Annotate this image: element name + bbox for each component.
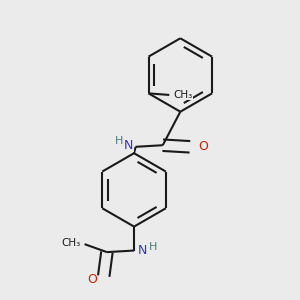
Text: N: N: [138, 244, 147, 257]
Text: O: O: [87, 273, 97, 286]
Text: O: O: [198, 140, 208, 153]
Text: H: H: [115, 136, 124, 146]
Text: CH₃: CH₃: [61, 238, 81, 248]
Text: CH₃: CH₃: [173, 90, 192, 100]
Text: N: N: [124, 139, 133, 152]
Text: H: H: [148, 242, 157, 252]
